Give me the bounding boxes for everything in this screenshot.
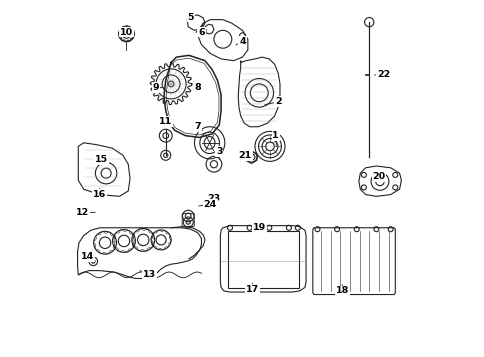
Text: 5: 5: [187, 12, 194, 22]
Text: 2: 2: [274, 97, 281, 106]
Text: 21: 21: [238, 151, 252, 160]
Text: 10: 10: [120, 27, 133, 37]
Text: 22: 22: [376, 70, 389, 80]
Text: 9: 9: [152, 83, 159, 92]
Text: 11: 11: [159, 117, 172, 126]
Text: 14: 14: [80, 252, 93, 261]
Text: 19: 19: [253, 223, 266, 232]
Text: 23: 23: [207, 193, 220, 203]
Text: 4: 4: [239, 36, 245, 46]
Text: 1: 1: [272, 131, 278, 140]
Text: 17: 17: [245, 285, 258, 294]
Text: 7: 7: [194, 122, 201, 131]
Text: 13: 13: [143, 270, 156, 280]
Text: 18: 18: [335, 286, 348, 296]
Text: 6: 6: [198, 27, 204, 37]
Text: 8: 8: [194, 83, 201, 92]
Text: 15: 15: [95, 155, 108, 165]
Text: 3: 3: [215, 147, 222, 156]
Text: 16: 16: [93, 190, 106, 199]
Text: 20: 20: [372, 172, 385, 181]
Text: 24: 24: [203, 200, 216, 209]
Text: 12: 12: [76, 208, 89, 217]
